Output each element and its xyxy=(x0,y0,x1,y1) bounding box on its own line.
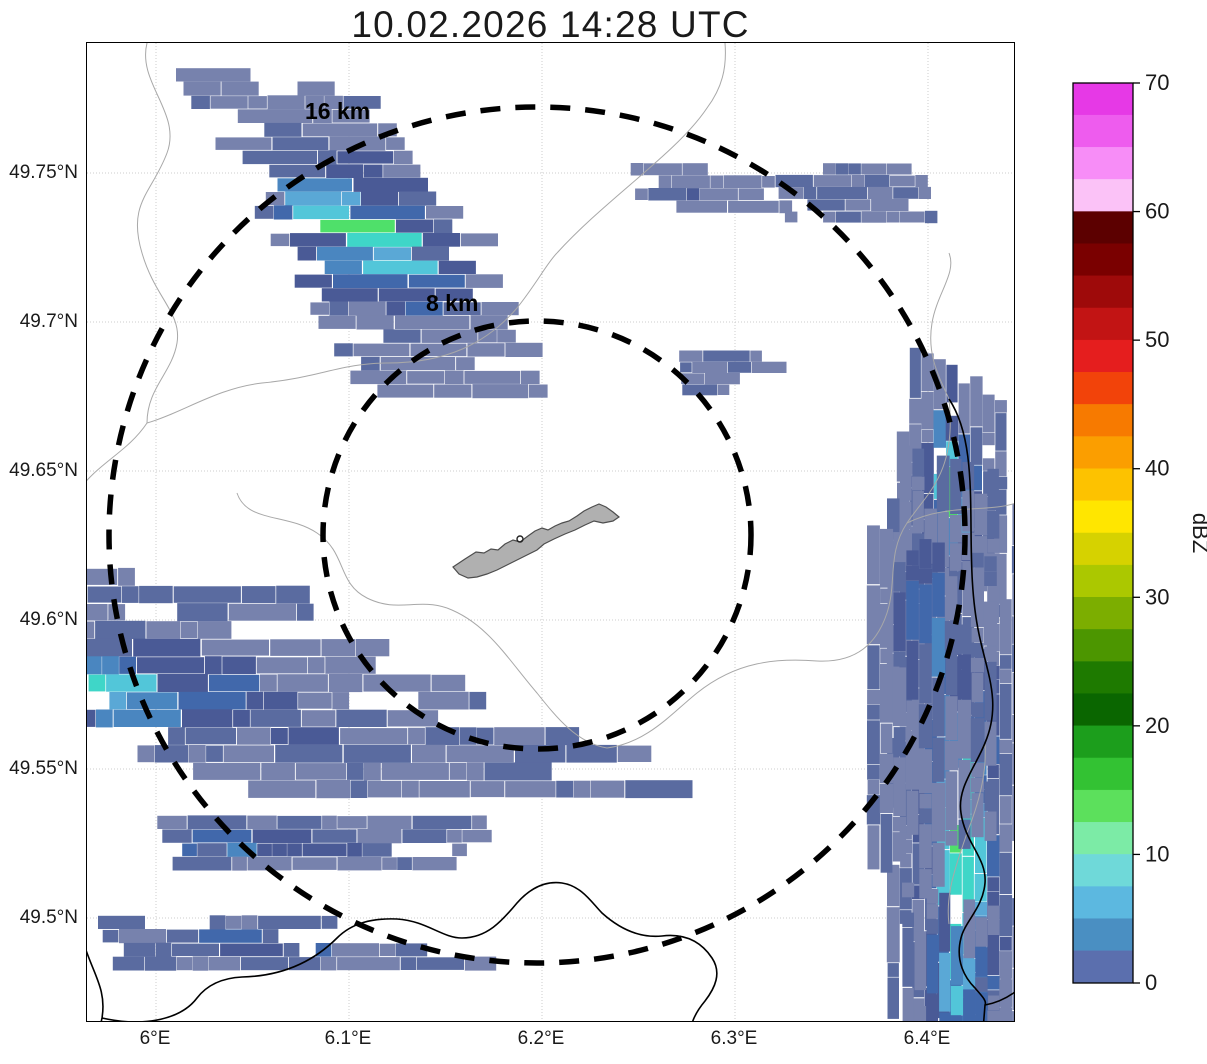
svg-text:20: 20 xyxy=(1145,713,1169,738)
svg-text:40: 40 xyxy=(1145,456,1169,481)
svg-text:8 km: 8 km xyxy=(426,290,478,316)
svg-text:50: 50 xyxy=(1145,327,1169,352)
svg-text:dBZ: dBZ xyxy=(1188,513,1207,553)
svg-text:60: 60 xyxy=(1145,199,1169,224)
svg-text:10: 10 xyxy=(1145,841,1169,866)
svg-text:0: 0 xyxy=(1145,970,1157,995)
svg-text:30: 30 xyxy=(1145,584,1169,609)
svg-text:16 km: 16 km xyxy=(305,98,370,124)
svg-text:70: 70 xyxy=(1145,70,1169,95)
